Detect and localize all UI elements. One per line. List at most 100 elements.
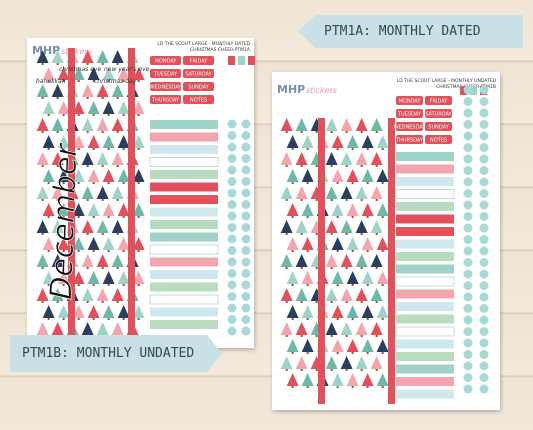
tree-trunk bbox=[336, 386, 339, 388]
tree bbox=[370, 322, 383, 335]
tree-trunk bbox=[315, 267, 318, 269]
tree bbox=[361, 169, 374, 182]
date-circle bbox=[463, 97, 473, 106]
tree-trunk bbox=[56, 233, 59, 235]
holiday-label: hanukkah bbox=[36, 78, 66, 85]
tree bbox=[96, 186, 109, 199]
date-circle bbox=[479, 108, 489, 118]
tree-trunk bbox=[366, 148, 369, 150]
tree-trunk bbox=[77, 114, 80, 116]
tree-trunk bbox=[122, 318, 125, 320]
tree bbox=[286, 271, 299, 284]
flag bbox=[470, 86, 477, 95]
day-sticker bbox=[183, 69, 214, 78]
tree-trunk bbox=[306, 182, 309, 184]
tree bbox=[376, 169, 389, 182]
tree-trunk bbox=[92, 80, 95, 82]
tree-trunk bbox=[92, 216, 95, 218]
tree bbox=[355, 288, 368, 301]
date-circle bbox=[227, 269, 237, 278]
tree-trunk bbox=[107, 182, 110, 184]
tree-trunk bbox=[330, 131, 333, 133]
date-circle bbox=[479, 269, 489, 279]
tree bbox=[51, 254, 64, 267]
tree-trunk bbox=[107, 318, 110, 320]
tree-trunk bbox=[300, 301, 303, 303]
tree-trunk bbox=[285, 165, 288, 167]
date-circle bbox=[227, 119, 237, 129]
tree-trunk bbox=[137, 182, 140, 184]
date-circle bbox=[479, 143, 489, 152]
tree bbox=[72, 203, 85, 216]
tree bbox=[370, 118, 383, 131]
tree-trunk bbox=[375, 165, 378, 167]
tree-trunk bbox=[122, 114, 125, 116]
tree-trunk bbox=[101, 267, 104, 269]
tree-trunk bbox=[306, 250, 309, 252]
tree-trunk bbox=[336, 318, 339, 320]
tree bbox=[72, 67, 85, 80]
tree-trunk bbox=[315, 233, 318, 235]
tree-trunk bbox=[101, 165, 104, 167]
tree bbox=[42, 203, 55, 216]
tree bbox=[51, 322, 64, 335]
tree bbox=[36, 84, 49, 97]
tree-trunk bbox=[336, 216, 339, 218]
date-circle bbox=[241, 269, 251, 278]
date-circle bbox=[241, 223, 251, 232]
day-label: TUESDAY bbox=[153, 72, 178, 78]
box-sticker bbox=[150, 120, 218, 129]
tree bbox=[36, 288, 49, 301]
tree-trunk bbox=[366, 250, 369, 252]
tree bbox=[42, 237, 55, 250]
day-label: FRIDAY bbox=[430, 99, 449, 105]
tree bbox=[301, 203, 314, 216]
date-circle bbox=[463, 166, 473, 175]
tree-trunk bbox=[62, 80, 65, 82]
day-label: SUNDAY bbox=[428, 125, 449, 131]
tree bbox=[295, 118, 308, 131]
tree-trunk bbox=[285, 335, 288, 337]
box-sticker bbox=[150, 220, 218, 229]
tree bbox=[42, 169, 55, 182]
tree bbox=[57, 169, 70, 182]
date-circle bbox=[227, 200, 237, 209]
tree-trunk bbox=[47, 182, 50, 184]
tree-trunk bbox=[330, 301, 333, 303]
tree bbox=[361, 339, 374, 352]
tree bbox=[117, 305, 130, 318]
tree-trunk bbox=[360, 199, 363, 201]
date-circle bbox=[227, 223, 237, 232]
tree-trunk bbox=[86, 267, 89, 269]
logo: MHP bbox=[277, 83, 305, 96]
date-circle bbox=[479, 361, 489, 371]
tree-trunk bbox=[375, 199, 378, 201]
box-sticker bbox=[396, 302, 454, 311]
holiday-label: christmas day bbox=[94, 78, 137, 85]
tree bbox=[295, 220, 308, 233]
tree bbox=[286, 305, 299, 318]
tree-trunk bbox=[375, 301, 378, 303]
tree-trunk bbox=[107, 250, 110, 252]
tree bbox=[102, 237, 115, 250]
tree bbox=[325, 322, 338, 335]
tree-trunk bbox=[137, 250, 140, 252]
tree-trunk bbox=[345, 131, 348, 133]
date-circle bbox=[479, 189, 489, 198]
date-circle bbox=[241, 280, 251, 290]
tree bbox=[81, 254, 94, 267]
tree-trunk bbox=[285, 131, 288, 133]
tree bbox=[286, 237, 299, 250]
date-circle bbox=[463, 108, 473, 118]
day-sticker bbox=[396, 96, 423, 105]
tree bbox=[81, 288, 94, 301]
box-sticker bbox=[396, 389, 454, 399]
tree-trunk bbox=[366, 386, 369, 388]
tree bbox=[111, 322, 124, 335]
tree bbox=[370, 288, 383, 301]
tree-trunk bbox=[345, 165, 348, 167]
tree-trunk bbox=[62, 182, 65, 184]
box-sticker bbox=[396, 377, 454, 386]
flag bbox=[460, 86, 467, 95]
tree bbox=[331, 135, 344, 148]
